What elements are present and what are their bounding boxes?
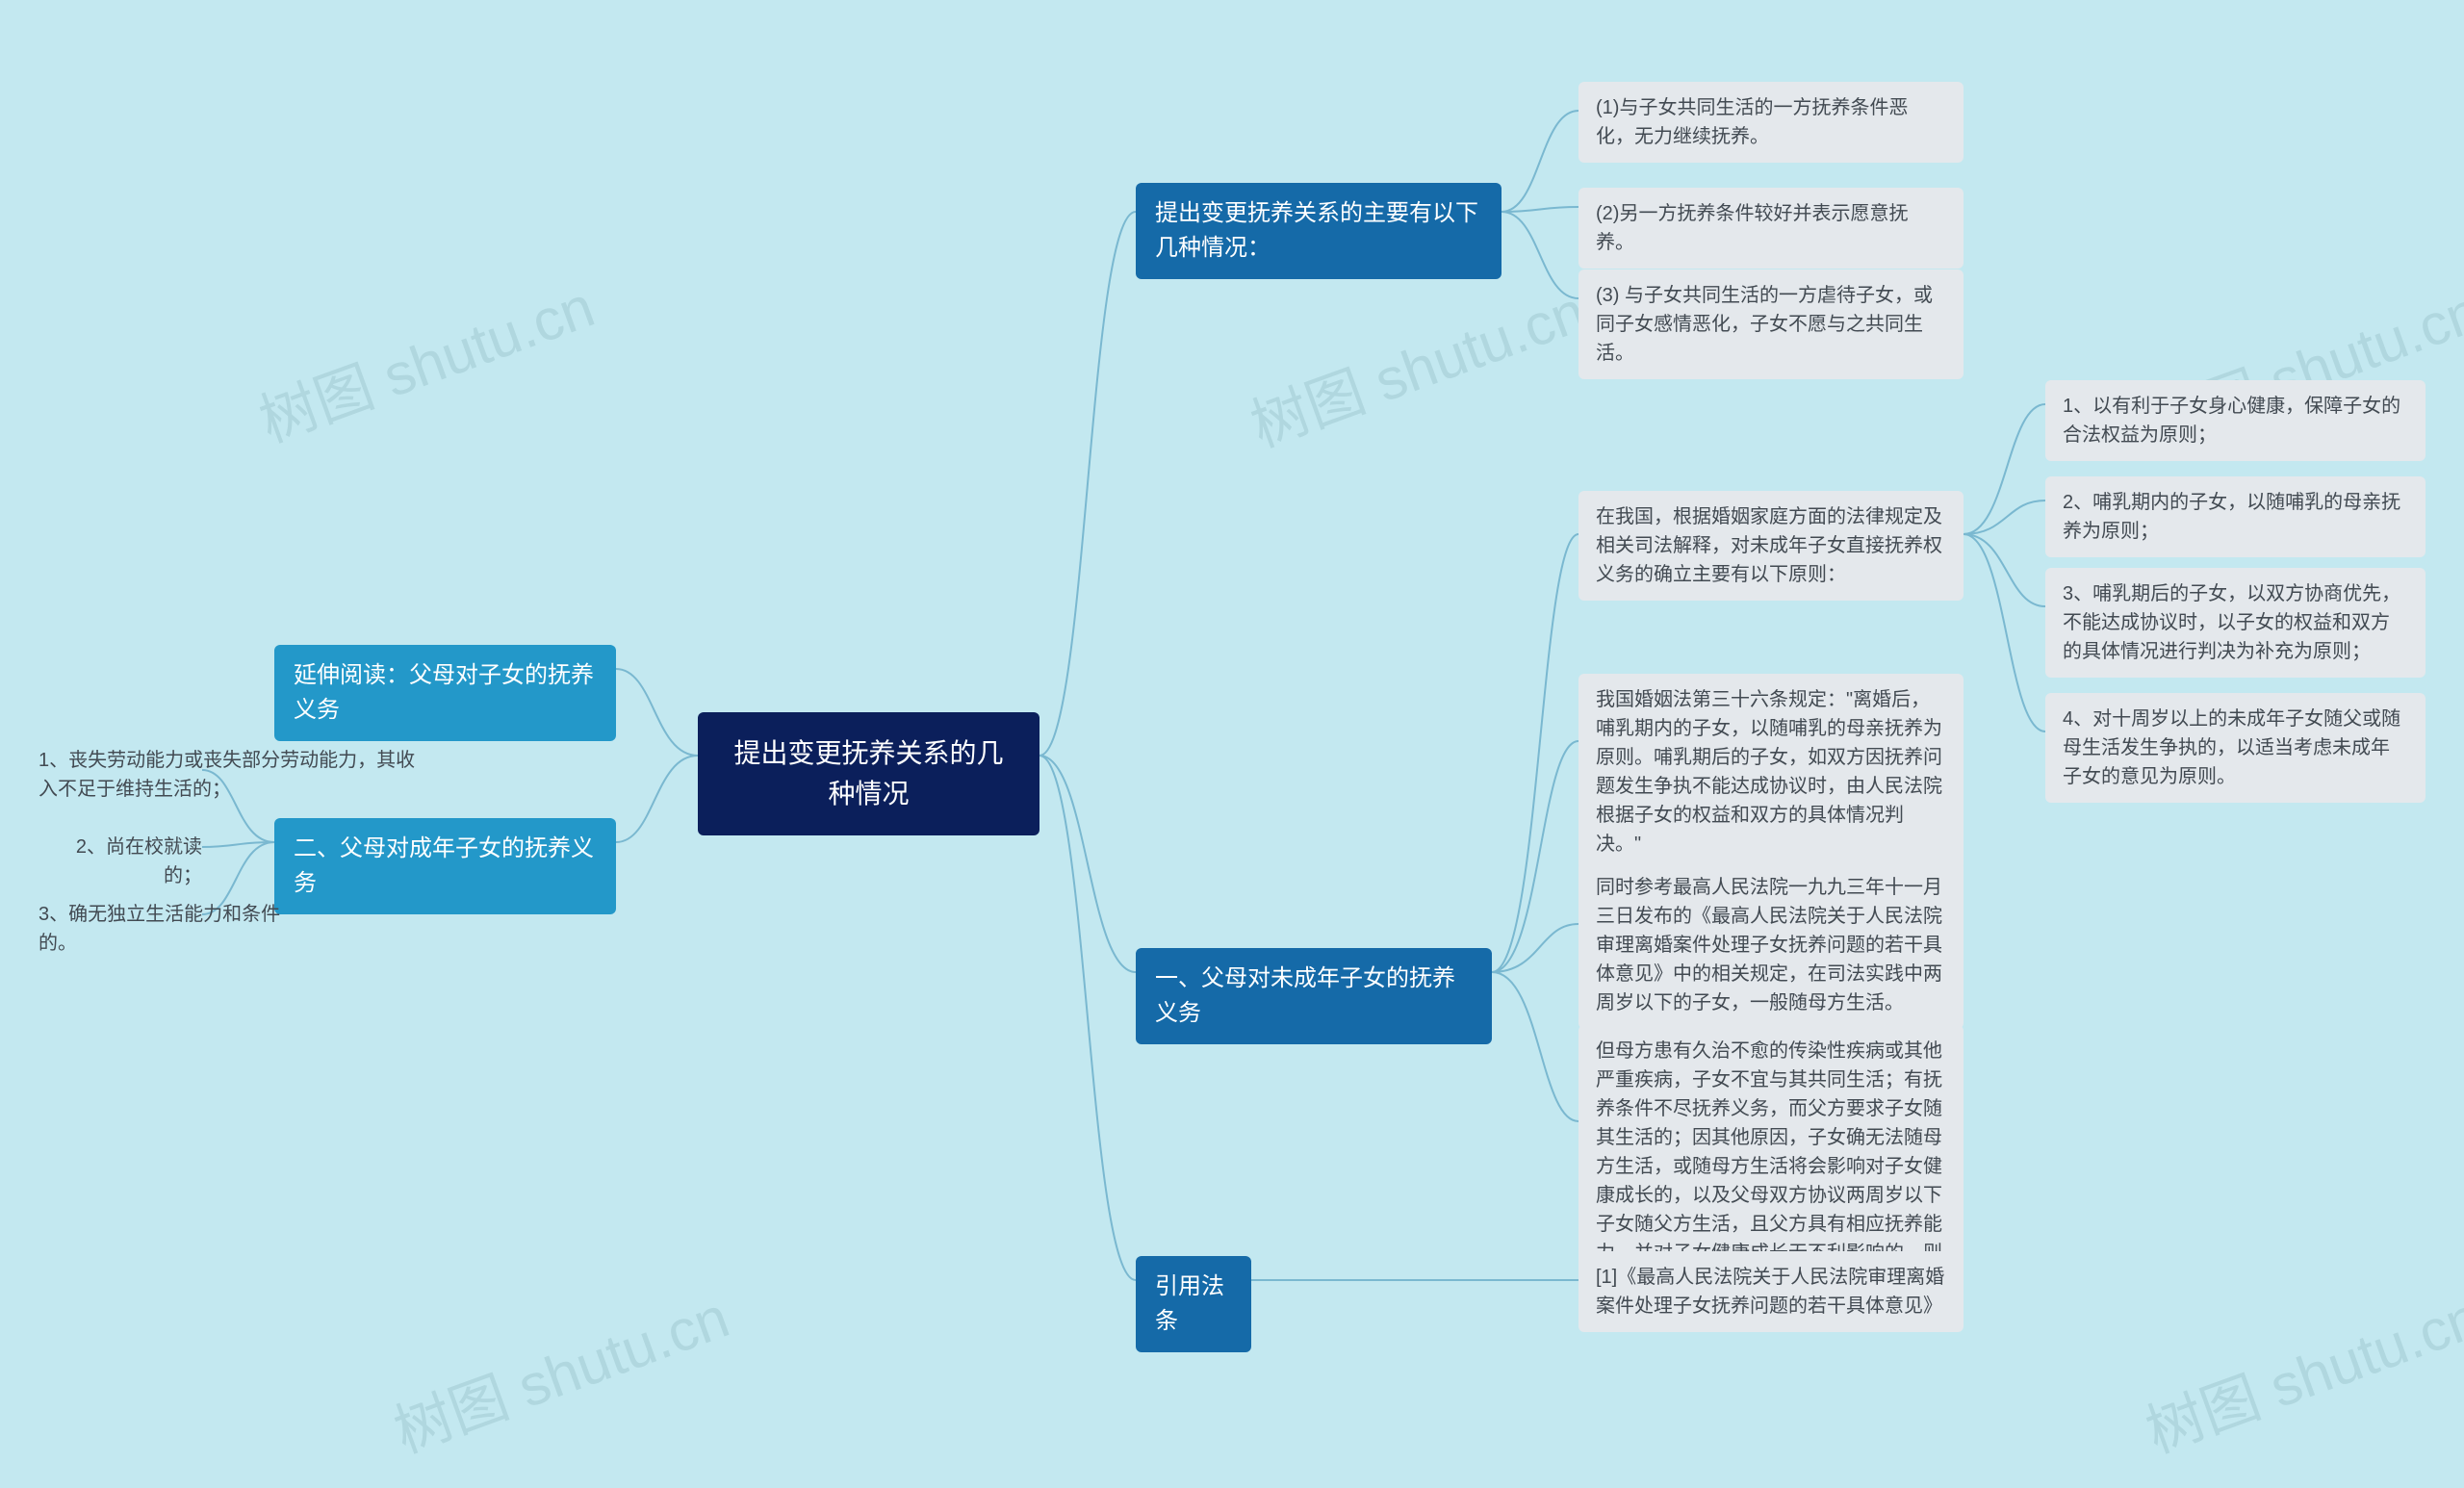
watermark: 树图 shutu.cn <box>246 260 603 458</box>
branch-situations: 提出变更抚养关系的主要有以下几种情况： <box>1136 183 1502 279</box>
branch-adult: 二、父母对成年子女的抚养义务 <box>274 818 616 914</box>
situation-item-2: (2)另一方抚养条件较好并表示愿意抚养。 <box>1578 188 1964 269</box>
branch-situations-label: 提出变更抚养关系的主要有以下几种情况： <box>1155 200 1478 261</box>
branch-minor: 一、父母对未成年子女的抚养义务 <box>1136 948 1492 1044</box>
branch-cite: 引用法条 <box>1136 1256 1251 1352</box>
watermark: 树图 shutu.cn <box>1238 265 1595 463</box>
principle-4-text: 4、对十周岁以上的未成年子女随父或随母生活发生争执的，以适当考虑未成年子女的意见… <box>2063 708 2400 787</box>
situation-item-3: (3) 与子女共同生活的一方虐待子女，或同子女感情恶化，子女不愿与之共同生活。 <box>1578 269 1964 379</box>
branch-extended: 延伸阅读：父母对子女的抚养义务 <box>274 645 616 741</box>
principle-1: 1、以有利于子女身心健康，保障子女的合法权益为原则； <box>2045 380 2426 461</box>
principle-3-text: 3、哺乳期后的子女，以双方协商优先，不能达成协议时，以子女的权益和双方的具体情况… <box>2063 583 2400 662</box>
principle-2: 2、哺乳期内的子女，以随哺乳的母亲抚养为原则； <box>2045 476 2426 557</box>
principle-1-text: 1、以有利于子女身心健康，保障子女的合法权益为原则； <box>2063 396 2400 446</box>
principle-4: 4、对十周岁以上的未成年子女随父或随母生活发生争执的，以适当考虑未成年子女的意见… <box>2045 693 2426 803</box>
cite-text-content: [1]《最高人民法院关于人民法院审理离婚案件处理子女抚养问题的若干具体意见》 <box>1596 1267 1944 1317</box>
adult-item-1-text: 1、丧失劳动能力或丧失部分劳动能力，其收入不足于维持生活的； <box>38 750 415 800</box>
adult-item-1: 1、丧失劳动能力或丧失部分劳动能力，其收入不足于维持生活的； <box>38 746 424 804</box>
adult-item-3: 3、确无独立生活能力和条件的。 <box>38 900 289 958</box>
root-node: 提出变更抚养关系的几种情况 <box>698 712 1040 835</box>
situation-item-1: (1)与子女共同生活的一方抚养条件恶化，无力继续抚养。 <box>1578 82 1964 163</box>
watermark: 树图 shutu.cn <box>381 1270 738 1469</box>
situation-item-2-text: (2)另一方抚养条件较好并表示愿意抚养。 <box>1596 203 1908 253</box>
situation-item-3-text: (3) 与子女共同生活的一方虐待子女，或同子女感情恶化，子女不愿与之共同生活。 <box>1596 285 1933 364</box>
adult-item-2-text: 2、尚在校就读的； <box>76 836 202 886</box>
branch-extended-label: 延伸阅读：父母对子女的抚养义务 <box>294 662 594 723</box>
situation-item-1-text: (1)与子女共同生活的一方抚养条件恶化，无力继续抚养。 <box>1596 97 1908 147</box>
branch-minor-label: 一、父母对未成年子女的抚养义务 <box>1155 965 1455 1026</box>
minor-para-2: 同时参考最高人民法院一九九三年十一月三日发布的《最高人民法院关于人民法院审理离婚… <box>1578 861 1964 1029</box>
principle-2-text: 2、哺乳期内的子女，以随哺乳的母亲抚养为原则； <box>2063 492 2400 542</box>
branch-cite-label: 引用法条 <box>1155 1273 1224 1334</box>
adult-item-2: 2、尚在校就读的； <box>38 833 202 890</box>
minor-para-2-text: 同时参考最高人民法院一九九三年十一月三日发布的《最高人民法院关于人民法院审理离婚… <box>1596 877 1942 1013</box>
branch-adult-label: 二、父母对成年子女的抚养义务 <box>294 835 594 896</box>
principle-3: 3、哺乳期后的子女，以双方协商优先，不能达成协议时，以子女的权益和双方的具体情况… <box>2045 568 2426 678</box>
watermark: 树图 shutu.cn <box>2133 1270 2464 1469</box>
minor-para-1-text: 我国婚姻法第三十六条规定："离婚后，哺乳期内的子女，以随哺乳的母亲抚养为原则。哺… <box>1596 689 1942 855</box>
minor-para-1: 我国婚姻法第三十六条规定："离婚后，哺乳期内的子女，以随哺乳的母亲抚养为原则。哺… <box>1578 674 1964 870</box>
cite-text: [1]《最高人民法院关于人民法院审理离婚案件处理子女抚养问题的若干具体意见》 <box>1578 1251 1964 1332</box>
minor-principles: 在我国，根据婚姻家庭方面的法律规定及相关司法解释，对未成年子女直接抚养权义务的确… <box>1578 491 1964 601</box>
adult-item-3-text: 3、确无独立生活能力和条件的。 <box>38 904 280 954</box>
minor-principles-text: 在我国，根据婚姻家庭方面的法律规定及相关司法解释，对未成年子女直接抚养权义务的确… <box>1596 506 1942 585</box>
root-label: 提出变更抚养关系的几种情况 <box>733 738 1003 808</box>
